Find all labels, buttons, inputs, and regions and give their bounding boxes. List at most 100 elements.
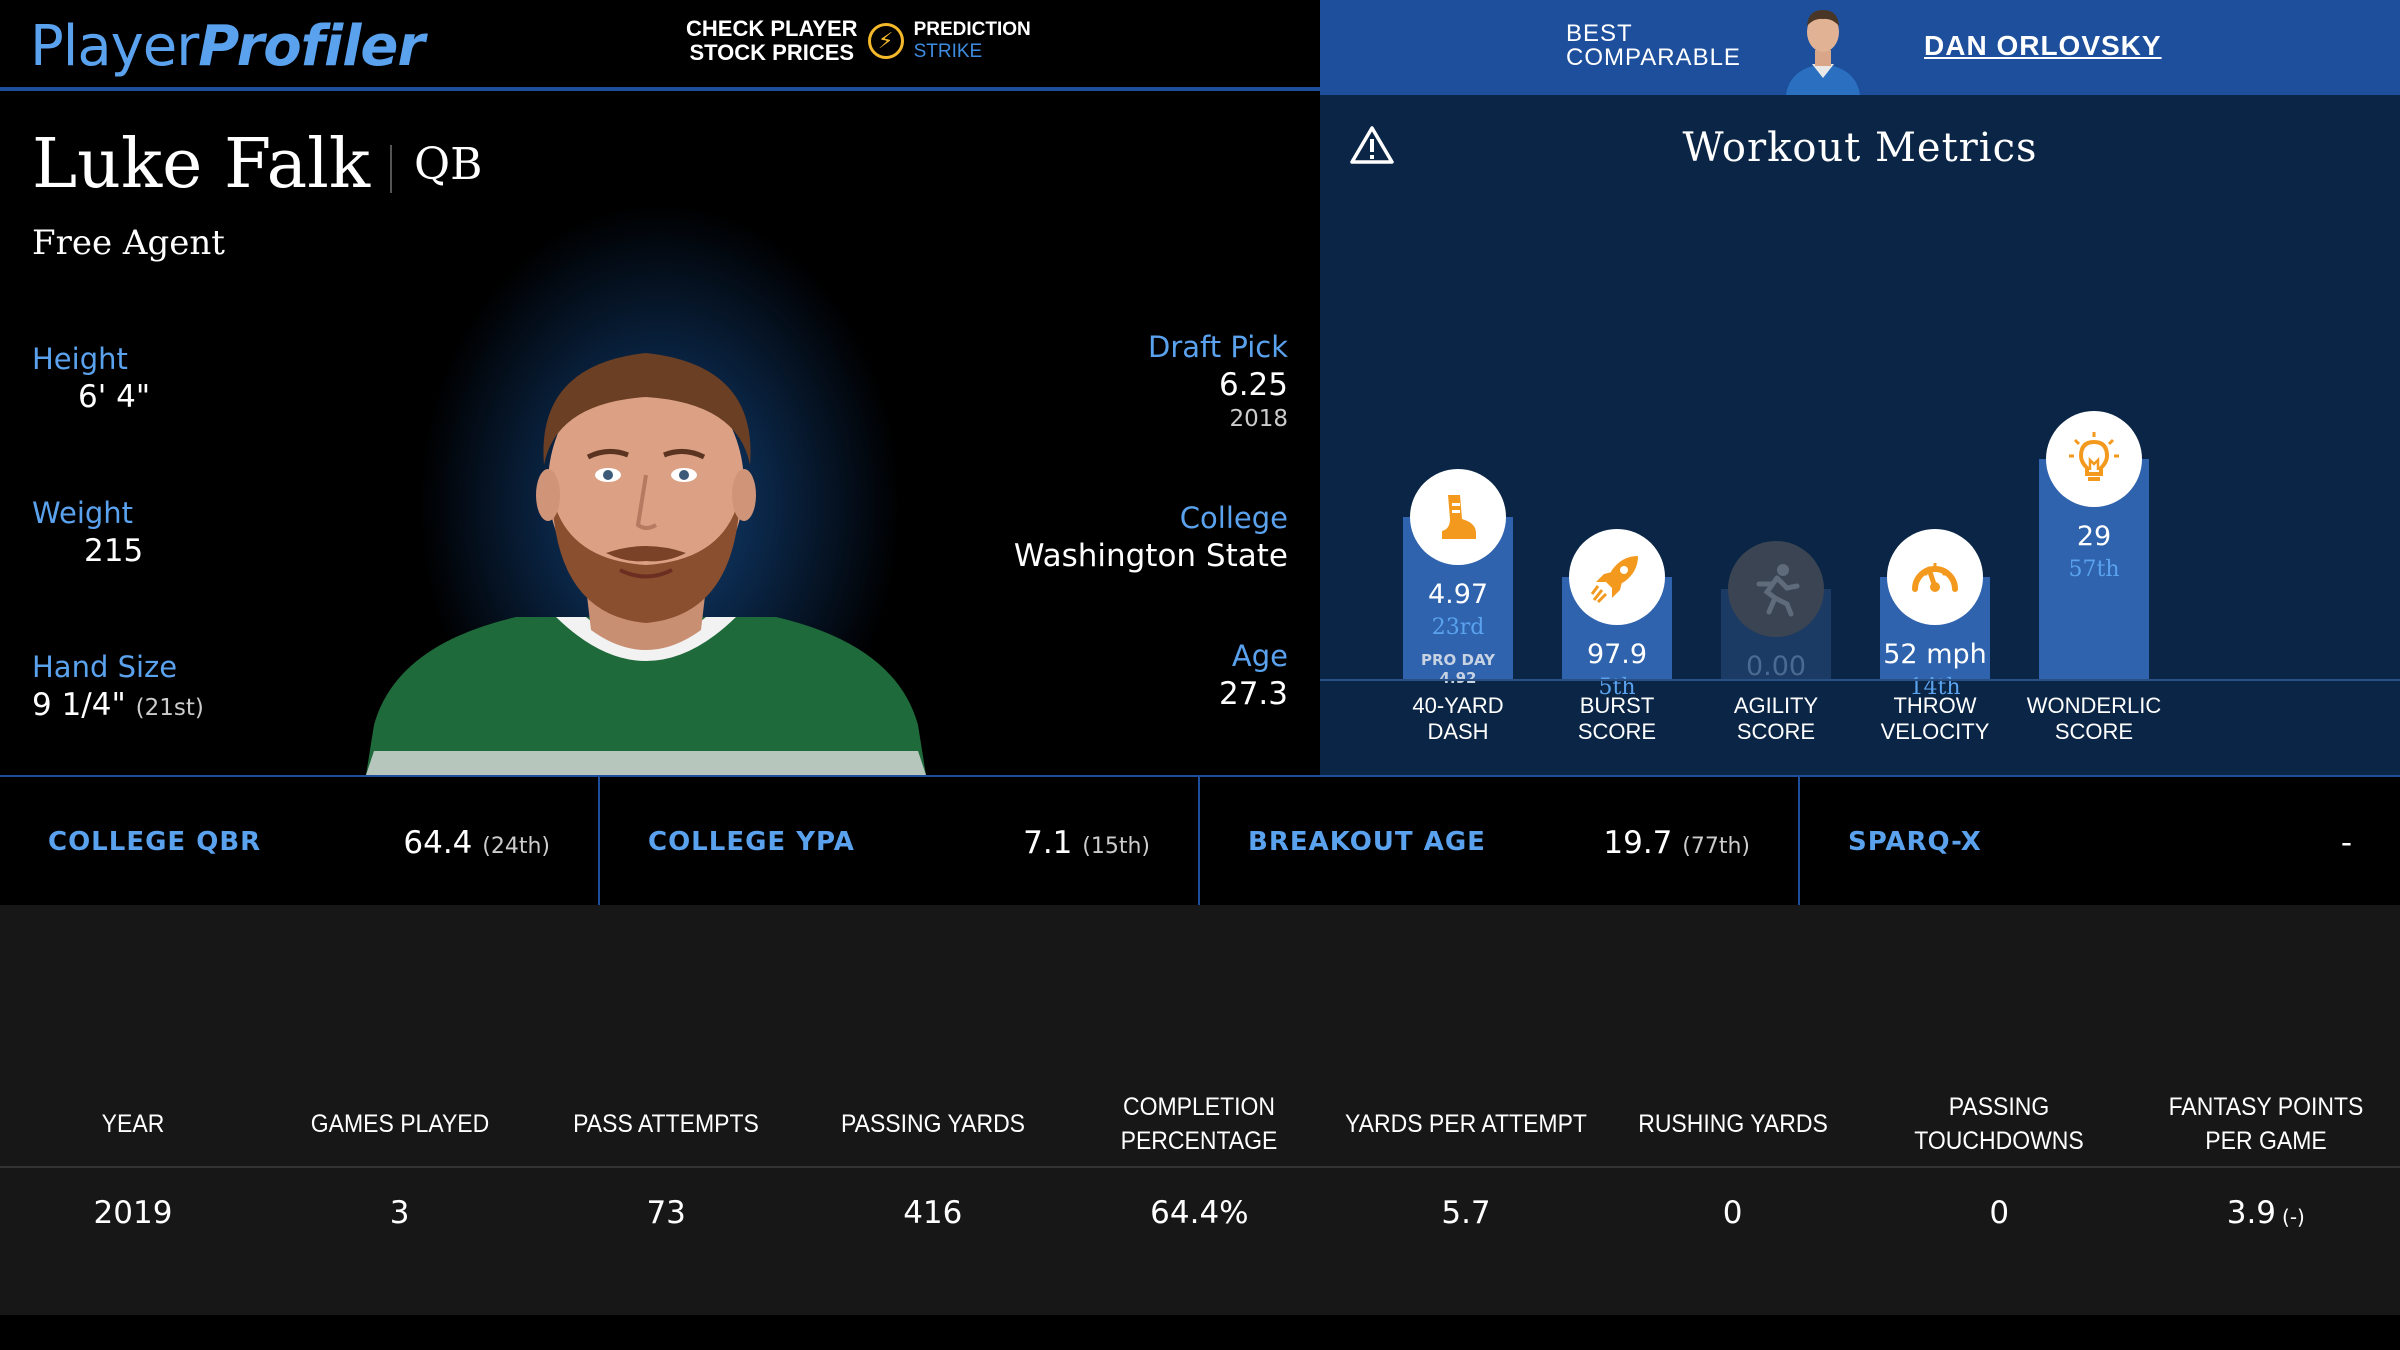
weight-value: 215 xyxy=(84,533,144,569)
age-label: Age xyxy=(1231,639,1288,673)
key-metric-rank: (15th) xyxy=(1082,834,1150,859)
pro-day-label: PRO DAY xyxy=(1420,651,1495,669)
player-panel: Luke Falk QB Free Agent Height 6' 4" Wei… xyxy=(0,95,1320,775)
comparable-avatar[interactable] xyxy=(1782,2,1864,95)
player-team: Free Agent xyxy=(32,223,225,263)
table-row: 2019 3 73 416 64.4% 5.7 0 0 3.9 (-) xyxy=(0,1168,2400,1258)
pro-day-value: 4.92 xyxy=(1439,669,1477,687)
workout-metric-value: 4.97 xyxy=(1427,579,1489,610)
workout-metric-rank: 57th xyxy=(2068,557,2120,582)
column-header[interactable]: RUSHING YARDS xyxy=(1637,1110,1828,1138)
column-header[interactable]: PASSING YARDS xyxy=(840,1110,1025,1138)
college-value: Washington State xyxy=(1013,538,1288,574)
weight-stat: Weight 215 xyxy=(32,495,143,571)
cell-value: 73 xyxy=(646,1195,686,1231)
cell-value: 3 xyxy=(389,1195,410,1231)
key-metric-value-wrap: 19.7 (77th) xyxy=(1603,825,1750,861)
cell-value: 64.4% xyxy=(1150,1195,1249,1231)
key-metric-value: 19.7 xyxy=(1603,825,1673,861)
key-metric-label: COLLEGE QBR xyxy=(48,827,262,857)
cell-value: 416 xyxy=(903,1195,963,1231)
column-header[interactable]: YEAR xyxy=(101,1110,165,1138)
age-value: 27.3 xyxy=(1218,676,1288,712)
prediction-strike-promo[interactable]: CHECK PLAYER STOCK PRICES ⚡ PREDICTION S… xyxy=(686,16,1031,66)
best-comparable-label: BEST COMPARABLE xyxy=(1566,22,1741,70)
cell-value: 0 xyxy=(1989,1195,2010,1231)
label-line-1: BURST xyxy=(1579,693,1655,718)
cell-value: 3.9 xyxy=(2226,1195,2277,1231)
label-line-1: 40-YARD xyxy=(1412,693,1504,718)
column-header[interactable]: PASSING TOUCHDOWNS xyxy=(1914,1093,2084,1155)
college-label: College xyxy=(1179,501,1288,535)
table-cell: 73 xyxy=(533,1168,799,1258)
workout-metric-label: BURST SCORE xyxy=(1537,693,1697,745)
stats-table-header: YEAR GAMES PLAYED PASS ATTEMPTS PASSING YAR… xyxy=(0,1080,2400,1168)
warning-triangle-icon[interactable] xyxy=(1350,125,1394,165)
draft-pick-value: 6.25 xyxy=(1218,367,1288,403)
key-metric-college-ypa: COLLEGE YPA 7.1 (15th) xyxy=(600,777,1200,907)
label-line-2: SCORE xyxy=(1736,719,1816,744)
key-metric-value-wrap: 64.4 (24th) xyxy=(403,825,550,861)
cell-value: 2019 xyxy=(93,1195,173,1231)
comparable-player-link[interactable]: DAN ORLOVSKY xyxy=(1924,30,2162,61)
comparable-line-1: BEST xyxy=(1566,20,1633,47)
key-metric-rank: (24th) xyxy=(482,834,550,859)
site-logo[interactable]: PlayerProfiler xyxy=(30,12,425,82)
workout-metric-label: THROW VELOCITY xyxy=(1855,693,2015,745)
player-position: QB xyxy=(414,139,483,190)
label-line-2: DASH xyxy=(1427,719,1489,744)
hand-size-row: 9 1/4" (21st) xyxy=(32,685,204,725)
lightning-bolt-icon: ⚡ xyxy=(867,23,904,59)
key-metric-value-wrap: 7.1 (15th) xyxy=(1023,825,1150,861)
table-cell: 5.7 xyxy=(1333,1168,1599,1258)
promo-brand-1: PREDICTION xyxy=(913,19,1031,40)
height-label: Height xyxy=(32,342,128,376)
column-header[interactable]: FANTASY POINTS PER GAME xyxy=(2168,1093,2364,1155)
label-line-2: VELOCITY xyxy=(1880,719,1990,744)
promo-brand-2: STRIKE xyxy=(913,41,983,62)
cell-note: (-) xyxy=(2282,1205,2305,1229)
label-line-2: SCORE xyxy=(1577,719,1657,744)
key-metric-rank: (77th) xyxy=(1682,834,1750,859)
workout-metric-label: 40-YARD DASH xyxy=(1378,693,1538,745)
hand-size-label: Hand Size xyxy=(32,650,178,684)
table-cell: 3 xyxy=(267,1168,533,1258)
key-metric-college-qbr: COLLEGE QBR 64.4 (24th) xyxy=(0,777,600,907)
column-header[interactable]: COMPLETION PERCENTAGE xyxy=(1121,1093,1278,1155)
draft-pick-label: Draft Pick xyxy=(1148,330,1288,364)
table-cell: 2019 xyxy=(0,1168,266,1258)
cell-value: 0 xyxy=(1722,1195,1743,1231)
key-metric-value-wrap: - xyxy=(2341,825,2352,861)
player-photo xyxy=(366,325,926,775)
draft-year: 2018 xyxy=(1229,406,1288,432)
key-metric-label: SPARQ-X xyxy=(1848,827,1982,857)
column-header[interactable]: YARDS PER ATTEMPT xyxy=(1345,1110,1587,1138)
shoe-icon xyxy=(1410,469,1506,565)
player-name: Luke Falk xyxy=(32,125,371,204)
table-cell: 0 xyxy=(1600,1168,1866,1258)
label-line-1: AGILITY xyxy=(1733,693,1819,718)
key-metric-label: COLLEGE YPA xyxy=(648,827,855,857)
column-header[interactable]: GAMES PLAYED xyxy=(310,1110,489,1138)
college-stat: College Washington State xyxy=(1014,500,1288,576)
hand-size-stat: Hand Size 9 1/4" (21st) xyxy=(32,649,204,725)
key-metric-sparq-x: SPARQ-X - xyxy=(1800,777,2400,907)
key-metric-breakout-age: BREAKOUT AGE 19.7 (77th) xyxy=(1200,777,1800,907)
runner-icon xyxy=(1728,541,1824,637)
column-header[interactable]: PASS ATTEMPTS xyxy=(573,1110,760,1138)
hand-size-value: 9 1/4" xyxy=(32,687,126,723)
table-cell: 416 xyxy=(800,1168,1066,1258)
workout-metrics-panel: Workout Metrics 4.97 23rd PRO DAY 4.92 40-YA… xyxy=(1320,95,2400,775)
top-bar: PlayerProfiler CHECK PLAYER STOCK PRICES… xyxy=(0,0,1320,91)
pro-day-note: PRO DAY 4.92 xyxy=(1378,651,1538,687)
rocket-icon xyxy=(1569,529,1665,625)
workout-metric-rank: 23rd xyxy=(1431,615,1485,640)
workout-metric-label: AGILITY SCORE xyxy=(1696,693,1856,745)
comparable-line-2: COMPARABLE xyxy=(1566,44,1741,71)
cell-value: 5.7 xyxy=(1441,1195,1491,1231)
stats-table: YEAR GAMES PLAYED PASS ATTEMPTS PASSING YAR… xyxy=(0,905,2400,1315)
label-line-1: THROW xyxy=(1893,693,1977,718)
height-stat: Height 6' 4" xyxy=(32,341,150,417)
draft-pick-stat: Draft Pick 6.25 2018 xyxy=(1148,329,1288,433)
key-metric-value: - xyxy=(2340,825,2352,861)
